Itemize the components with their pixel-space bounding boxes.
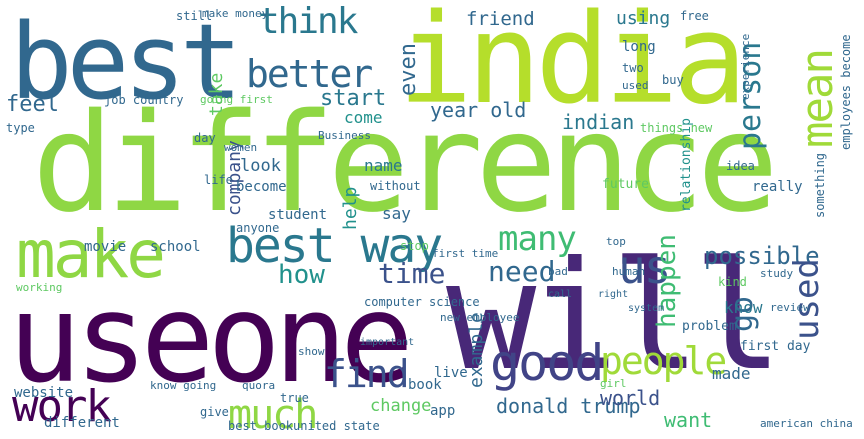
word-make-money: make money [202,7,269,20]
word-quora: quora [242,379,276,392]
word-student: student [268,207,328,223]
word-top: top [606,235,626,248]
word-start: start [320,86,387,111]
word-work: work [12,381,112,432]
word-business: Business [318,129,371,142]
word-need: need [488,255,556,288]
word-computer-science: computer science [364,295,480,309]
word-still: still [176,9,213,23]
word-american-china: american china [760,417,853,430]
word-best-way: best way [226,218,443,274]
word-year-old: year old [430,98,527,122]
word-important: important [360,337,415,348]
word-system: system [628,303,665,314]
word-working: working [16,281,63,294]
word-book: book [408,377,442,393]
word-know-going: know going [150,379,217,392]
word-going-first: going first [200,93,273,106]
word-better: better [246,52,373,96]
word-without: without [370,179,421,193]
word-become: become [236,179,287,195]
word-kind: kind [718,275,747,289]
word-used: used [787,258,827,340]
word-study: study [760,267,794,280]
word-time: time [378,257,446,290]
word-used-small: used [622,79,649,92]
word-make: make [16,216,166,293]
word-stop: stop [400,239,429,253]
word-girl: girl [600,377,627,390]
word-human: human [612,265,646,278]
word-say: say [382,204,411,223]
word-experience: experience [739,33,752,100]
word-right: right [598,289,629,300]
word-future: future [602,177,649,192]
word-problem: problem [682,319,737,334]
word-free: free [680,9,709,23]
word-call: call [548,289,573,300]
word-using: using [616,8,671,29]
word-know: know [724,298,763,317]
word-change: change [370,396,432,416]
word-idea: idea [726,159,755,173]
word-much: much [228,392,318,438]
word-give: give [200,405,229,419]
word-true: true [280,391,309,405]
word-made: made [712,364,751,383]
word-people: people [600,339,727,383]
word-job-country: job country [104,93,184,107]
word-possible: possible [704,242,820,270]
word-things-new: things new [640,121,713,135]
word-useone: useone [8,268,414,410]
word-want: want [664,408,713,432]
word-type: type [6,121,35,135]
word-employees-become: employees become [839,34,853,150]
word-many: many [498,219,577,259]
word-good: good [490,334,604,392]
word-website: website [14,385,74,401]
word-live: live [434,365,468,381]
word-will: will [446,230,783,404]
word-mean: mean [792,50,843,148]
word-world: world [600,386,661,410]
word-how: how [278,260,325,290]
word-first-day: first day [740,339,811,354]
word-long: long [622,39,656,55]
word-movie: movie [84,239,127,255]
word-show: show [298,345,325,358]
word-us: us [618,240,671,294]
word-women: women [224,141,258,154]
word-best: best [10,1,242,123]
word-think: think [258,1,358,42]
word-help: help [340,186,361,230]
word-buy: buy [662,73,684,87]
word-review: review [770,301,810,314]
word-india: india [398,0,747,132]
word-something: something [813,152,827,218]
word-life: life [204,173,233,187]
word-friend: friend [466,8,535,30]
word-indian: indian [562,110,635,134]
word-name: name [364,156,403,175]
word-different: different [44,415,120,431]
word-look: look [240,156,281,176]
word-best-bookunited-state: best bookunited state [228,419,380,433]
word-feel: feel [6,92,59,117]
word-find: find [324,352,410,396]
word-anyone: anyone [236,221,280,235]
word-school: school [150,239,201,255]
word-come: come [344,108,383,127]
word-two: two [622,61,644,75]
word-donald-trump: donald trump [496,394,641,418]
word-first-time: first time [432,247,499,260]
word-difference: difference [32,85,779,243]
word-bad: bad [548,265,568,278]
word-really: really [752,179,803,195]
word-even: even [396,43,421,96]
word-new-employee: new employee [440,311,520,324]
word-day: day [194,131,216,145]
word-app: app [430,403,456,419]
